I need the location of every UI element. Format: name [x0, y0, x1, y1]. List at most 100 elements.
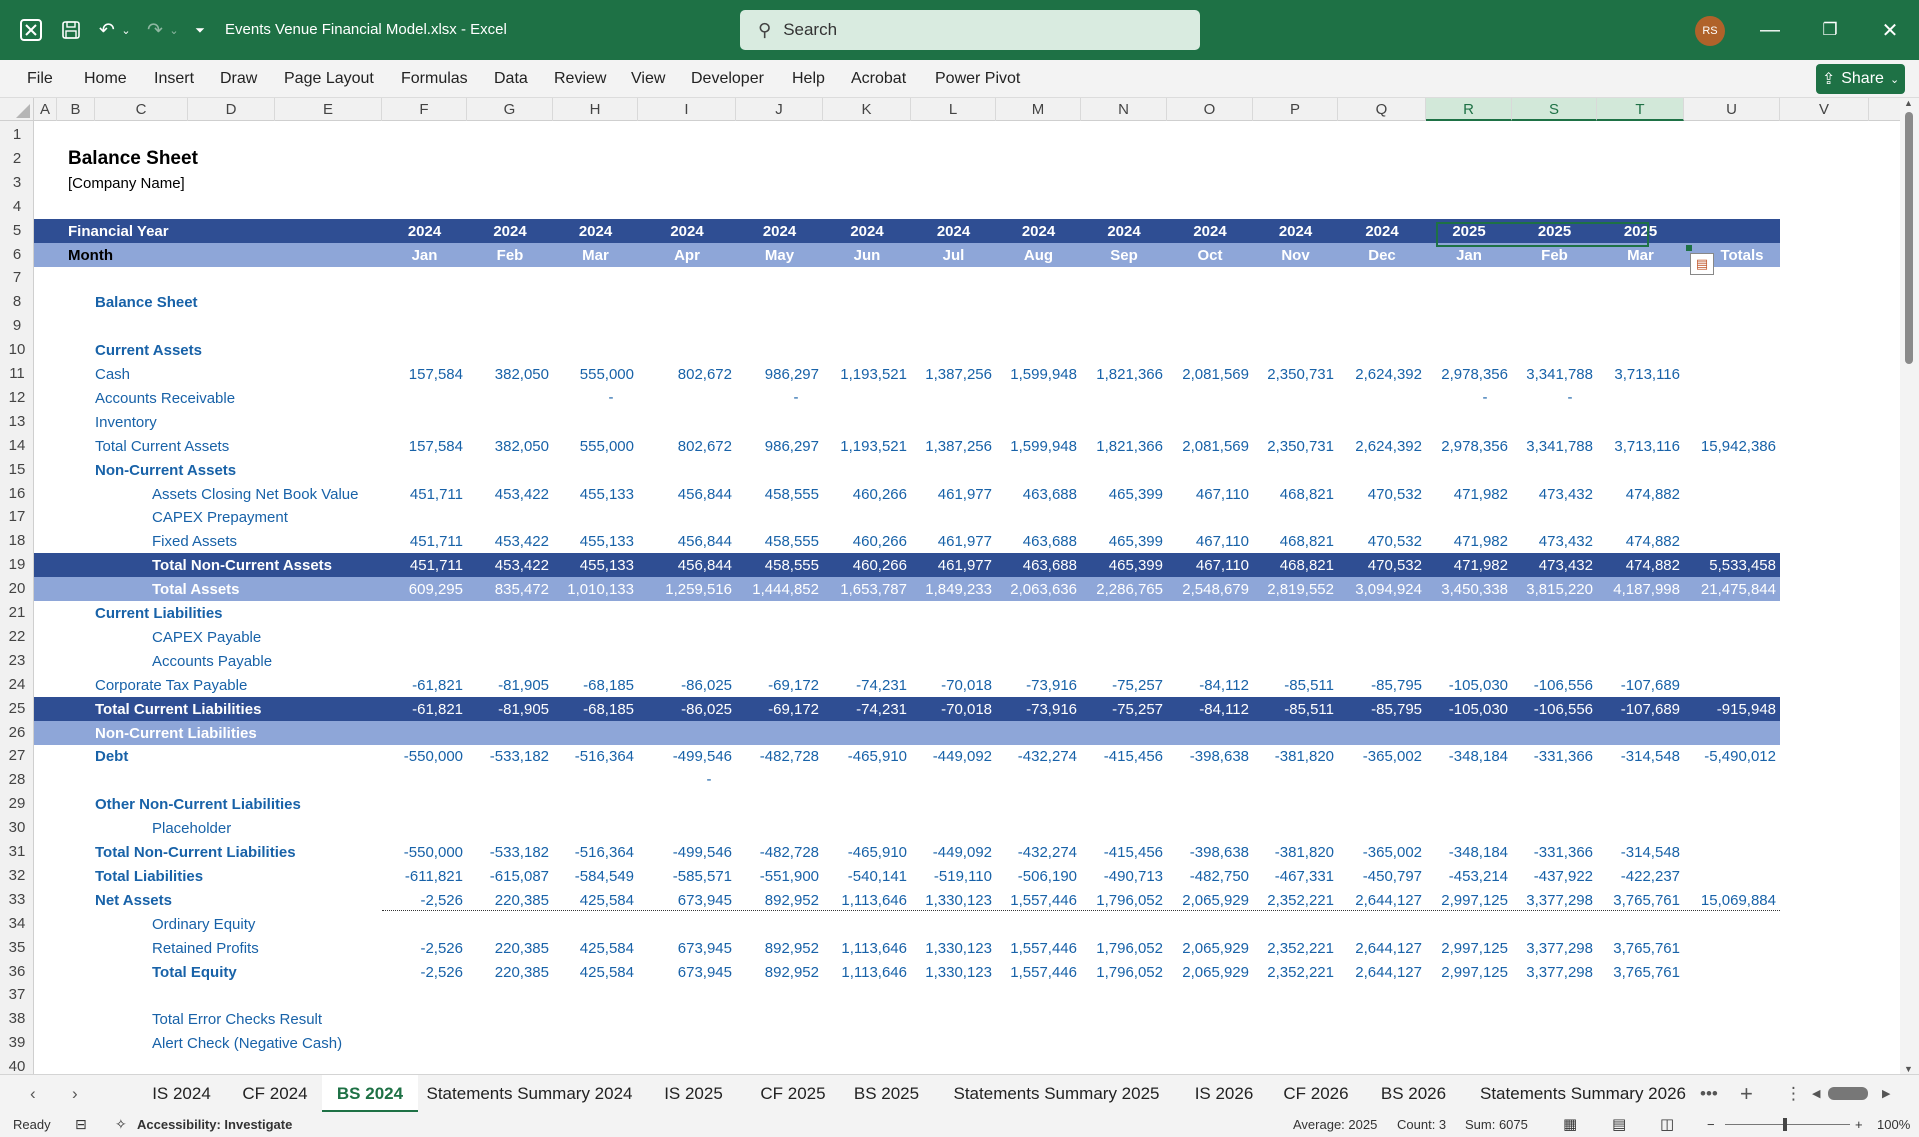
value-cell[interactable]: 673,945: [677, 939, 732, 957]
value-cell[interactable]: 2,081,569: [1182, 365, 1249, 383]
tab-page-layout[interactable]: Page Layout: [284, 70, 374, 87]
value-cell[interactable]: 2,644,127: [1355, 939, 1422, 957]
value-cell[interactable]: -85,795: [1371, 700, 1422, 718]
value-cell[interactable]: 425,584: [579, 939, 634, 957]
row-header[interactable]: 23: [8, 652, 26, 669]
sheet-options-icon[interactable]: ⋮: [1785, 1084, 1802, 1103]
value-cell[interactable]: 1,387,256: [925, 437, 992, 455]
row-header[interactable]: 28: [8, 771, 26, 788]
total-cell[interactable]: 15,942,386: [1700, 437, 1776, 455]
month-header[interactable]: Sep: [1110, 246, 1138, 264]
value-cell[interactable]: -85,511: [1284, 676, 1334, 694]
value-cell[interactable]: 673,945: [677, 963, 732, 981]
value-cell[interactable]: -584,549: [574, 867, 634, 885]
column-header-d[interactable]: D: [188, 98, 275, 121]
column-header-j[interactable]: J: [736, 98, 823, 121]
column-header-n[interactable]: N: [1081, 98, 1167, 121]
value-cell[interactable]: 3,815,220: [1526, 580, 1593, 598]
value-cell[interactable]: -499,546: [672, 747, 732, 765]
row-label[interactable]: Corporate Tax Payable: [95, 676, 248, 694]
row-header[interactable]: 25: [8, 700, 26, 717]
tab-help[interactable]: Help: [792, 70, 825, 87]
value-cell[interactable]: 3,450,338: [1441, 580, 1508, 598]
row-label[interactable]: Inventory: [95, 413, 157, 431]
value-cell[interactable]: 892,952: [764, 963, 819, 981]
value-cell[interactable]: -506,190: [1017, 867, 1077, 885]
value-cell[interactable]: 473,432: [1538, 556, 1593, 574]
quick-analysis-icon[interactable]: ▤: [1690, 253, 1714, 275]
value-cell[interactable]: 2,978,356: [1441, 437, 1508, 455]
row-label[interactable]: Fixed Assets: [152, 532, 238, 550]
row-header[interactable]: 39: [8, 1034, 26, 1051]
value-cell[interactable]: 458,555: [764, 556, 819, 574]
sheet-tab-statements-summary-2025[interactable]: Statements Summary 2025: [953, 1084, 1160, 1103]
row-header[interactable]: 2: [12, 150, 22, 167]
value-cell[interactable]: -86,025: [681, 700, 732, 718]
row-header[interactable]: 32: [8, 867, 26, 884]
value-cell[interactable]: -348,184: [1448, 843, 1508, 861]
value-cell[interactable]: 555,000: [579, 437, 634, 455]
year-header[interactable]: 2024: [578, 222, 613, 240]
row-header[interactable]: 13: [8, 413, 26, 430]
value-cell[interactable]: -314,548: [1620, 843, 1680, 861]
value-cell[interactable]: 2,063,636: [1010, 580, 1077, 598]
value-cell[interactable]: -70,018: [941, 676, 992, 694]
row-label[interactable]: Total Assets: [152, 580, 240, 598]
value-cell[interactable]: -519,110: [933, 867, 992, 885]
value-cell[interactable]: -74,231: [856, 700, 907, 718]
value-cell[interactable]: 470,532: [1367, 532, 1422, 550]
tab-developer[interactable]: Developer: [691, 70, 764, 87]
value-cell[interactable]: 1,193,521: [840, 365, 907, 383]
value-cell[interactable]: 1,330,123: [925, 963, 992, 981]
year-header[interactable]: 2025: [1452, 222, 1486, 240]
value-cell[interactable]: -331,366: [1533, 843, 1593, 861]
value-cell[interactable]: -467,331: [1274, 867, 1334, 885]
row-header[interactable]: 34: [8, 915, 26, 932]
financial-year-label[interactable]: Financial Year: [68, 222, 169, 240]
row-header[interactable]: 14: [8, 437, 26, 454]
sheet-tab-bs-2025[interactable]: BS 2025: [853, 1084, 920, 1103]
total-cell[interactable]: -5,490,012: [1704, 747, 1776, 765]
value-cell[interactable]: 1,796,052: [1096, 891, 1163, 909]
value-cell[interactable]: 220,385: [494, 939, 549, 957]
value-cell[interactable]: 1,557,446: [1010, 963, 1077, 981]
value-cell[interactable]: 673,945: [677, 891, 732, 909]
year-header[interactable]: 2024: [493, 222, 527, 240]
value-cell[interactable]: 1,387,256: [925, 365, 992, 383]
vertical-scroll-thumb[interactable]: [1905, 112, 1913, 364]
column-header-e[interactable]: E: [275, 98, 382, 121]
total-cell[interactable]: 15,069,884: [1700, 891, 1776, 909]
value-cell[interactable]: -2,526: [420, 891, 463, 909]
value-cell[interactable]: 609,295: [408, 580, 463, 598]
value-cell[interactable]: -84,112: [1199, 700, 1249, 718]
row-header[interactable]: 15: [8, 461, 26, 478]
company-name[interactable]: [Company Name]: [68, 174, 185, 192]
row-header[interactable]: 30: [8, 819, 26, 836]
sheet-tab-cf-2025[interactable]: CF 2025: [760, 1084, 826, 1103]
value-cell[interactable]: 460,266: [852, 556, 907, 574]
value-cell[interactable]: 1,599,948: [1010, 365, 1077, 383]
row-label[interactable]: Other Non-Current Liabilities: [95, 795, 301, 813]
value-cell[interactable]: 474,882: [1625, 556, 1680, 574]
value-cell[interactable]: -69,172: [768, 676, 819, 694]
year-header[interactable]: 2024: [762, 222, 797, 240]
row-header[interactable]: 19: [8, 556, 26, 573]
value-cell[interactable]: 461,977: [937, 485, 992, 503]
value-cell[interactable]: 2,644,127: [1355, 963, 1422, 981]
row-header[interactable]: 17: [8, 508, 26, 525]
more-sheets-icon[interactable]: •••: [1700, 1084, 1718, 1103]
value-cell[interactable]: 2,065,929: [1182, 939, 1249, 957]
value-cell[interactable]: 461,977: [937, 532, 992, 550]
column-header-b[interactable]: B: [57, 98, 95, 121]
value-cell[interactable]: 2,065,929: [1182, 963, 1249, 981]
row-header[interactable]: 35: [8, 939, 26, 956]
value-cell[interactable]: 473,432: [1538, 532, 1593, 550]
row-label[interactable]: CAPEX Prepayment: [152, 508, 288, 526]
value-cell[interactable]: 470,532: [1367, 556, 1422, 574]
value-cell[interactable]: -432,274: [1017, 747, 1077, 765]
sheet-title[interactable]: Balance Sheet: [68, 148, 198, 169]
value-cell[interactable]: 2,352,221: [1267, 891, 1334, 909]
close-icon[interactable]: ✕: [1881, 19, 1899, 42]
value-cell[interactable]: 451,711: [409, 532, 463, 550]
